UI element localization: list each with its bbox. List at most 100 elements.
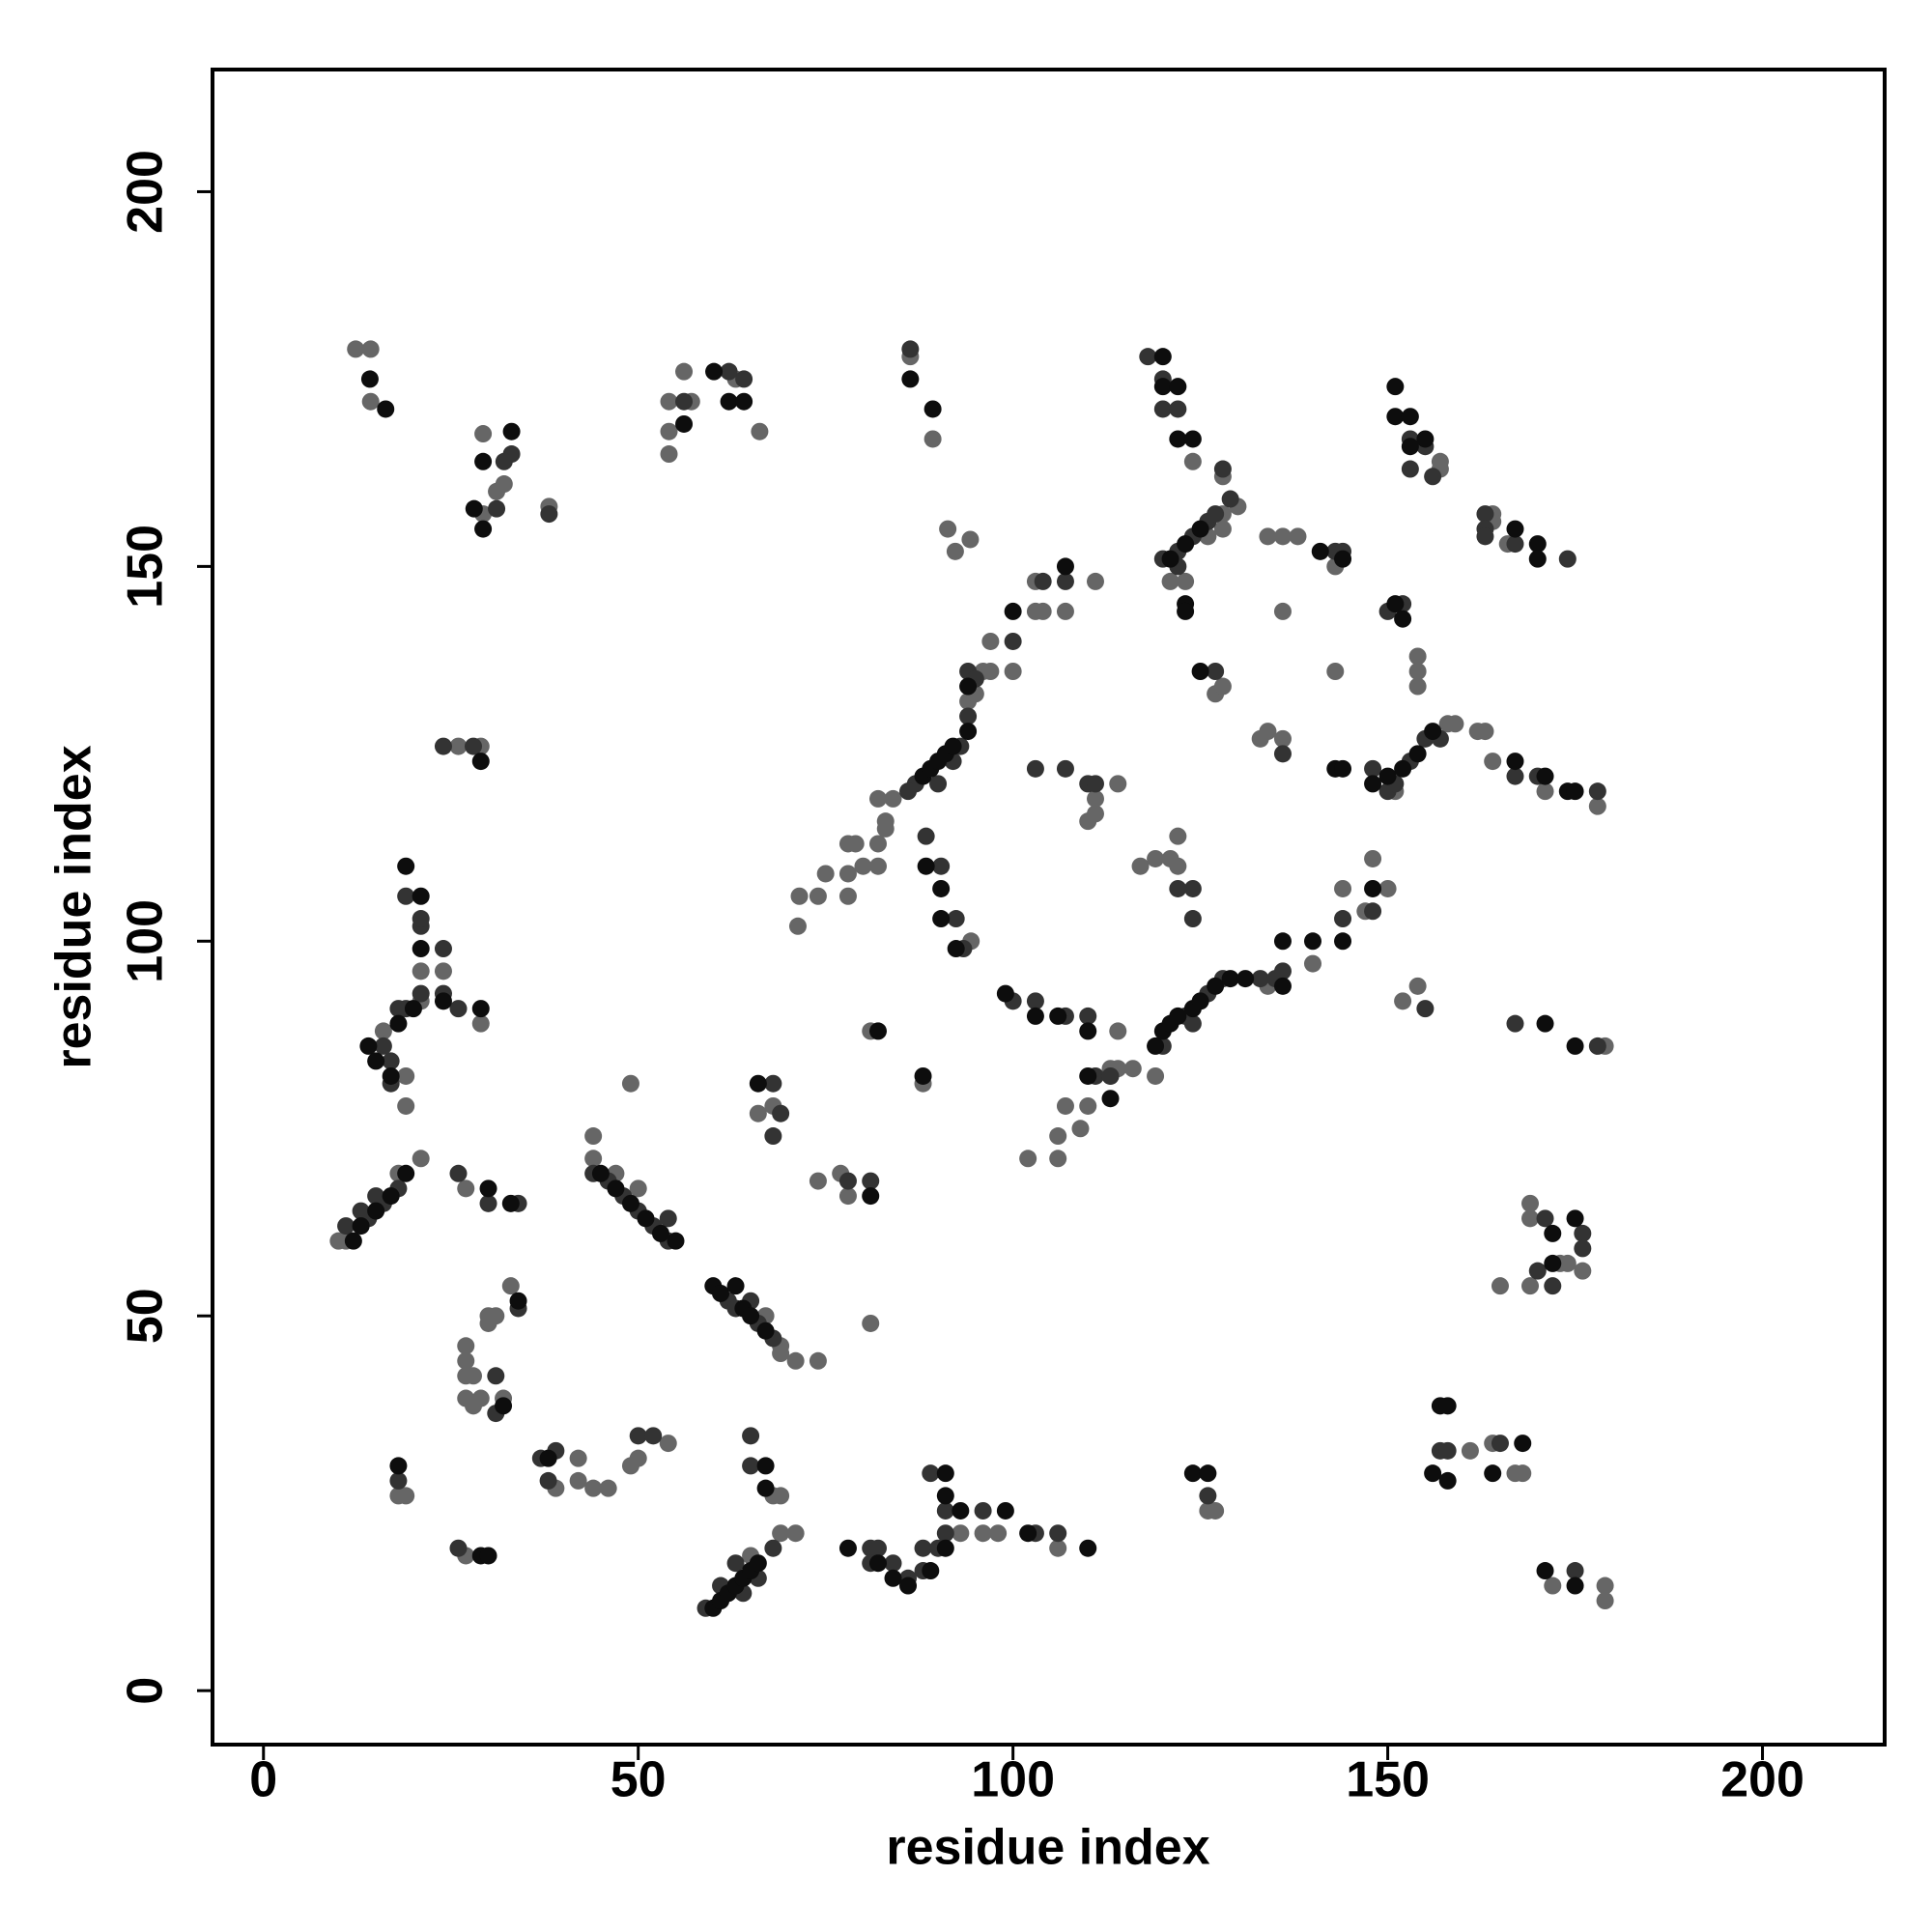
point [675,414,694,433]
point [389,1457,408,1475]
point [382,1052,400,1070]
point [809,1351,827,1370]
point [1438,1471,1457,1490]
y-axis-label: residue index [46,745,102,1068]
point [434,940,452,958]
point [474,520,493,538]
point [412,1150,430,1168]
point [449,1164,468,1182]
point [726,1554,745,1573]
y-tick-label: 150 [118,525,174,609]
point [1273,977,1292,995]
point [1514,1464,1532,1483]
x-tick-label: 100 [971,1752,1055,1808]
point [1153,348,1172,366]
point [936,1524,954,1543]
point [474,452,493,470]
point [1303,954,1321,973]
point [1558,1254,1577,1272]
point [876,812,895,831]
point [434,962,452,980]
point [1378,879,1397,897]
point [914,1066,932,1085]
point [735,370,753,388]
point [1147,849,1165,867]
point [1476,527,1494,546]
point [1566,782,1584,801]
point [539,1449,557,1467]
point [1026,992,1044,1010]
point [1273,962,1292,980]
point [932,910,951,928]
point [790,887,809,905]
point [1169,879,1187,897]
point [1334,910,1352,928]
point [1588,782,1606,801]
point [1476,723,1494,741]
point [952,1524,970,1543]
point [361,340,380,358]
point [1588,1037,1606,1055]
point [651,1224,669,1242]
point [1086,572,1104,590]
point [1049,1127,1067,1146]
point [1364,879,1382,897]
point [1386,408,1405,426]
point [367,1202,385,1220]
point [479,1179,497,1198]
point [1161,550,1179,568]
point [1364,775,1382,793]
point [1101,1090,1120,1108]
point [1364,849,1382,867]
point [412,887,430,905]
point [868,857,887,875]
point [1056,759,1074,778]
point [772,1345,790,1363]
point [764,1539,782,1557]
point [742,1427,760,1445]
point [367,1052,385,1070]
point [1147,1066,1165,1085]
point [465,1367,483,1385]
point [352,1217,370,1236]
point [344,1232,362,1250]
point [449,1000,468,1018]
point [947,910,965,928]
point [1177,602,1195,620]
point [1273,745,1292,763]
point [1394,759,1412,778]
point [361,392,380,411]
point [660,422,678,440]
point [961,530,980,549]
point [1303,932,1321,951]
point [1506,767,1524,785]
point [457,1179,475,1198]
point [660,445,678,464]
point [1574,1224,1592,1242]
point [952,1501,970,1520]
point [637,1209,655,1228]
point [488,482,506,500]
point [1544,1277,1562,1295]
point [974,1524,992,1543]
point [899,782,918,801]
point [1019,1524,1037,1543]
point [412,962,430,980]
point [1334,879,1352,897]
point [1049,1539,1067,1557]
point [1169,400,1187,418]
point [1056,1096,1074,1115]
point [923,430,942,448]
point [936,1464,954,1483]
point [659,1435,677,1453]
point [1289,527,1307,546]
point [1177,572,1195,590]
point [337,1217,355,1236]
point [809,1172,827,1190]
point [1544,1254,1562,1272]
point [389,1000,408,1018]
point [1326,662,1345,680]
point [382,1187,400,1206]
point [1183,430,1202,448]
point [660,392,678,411]
